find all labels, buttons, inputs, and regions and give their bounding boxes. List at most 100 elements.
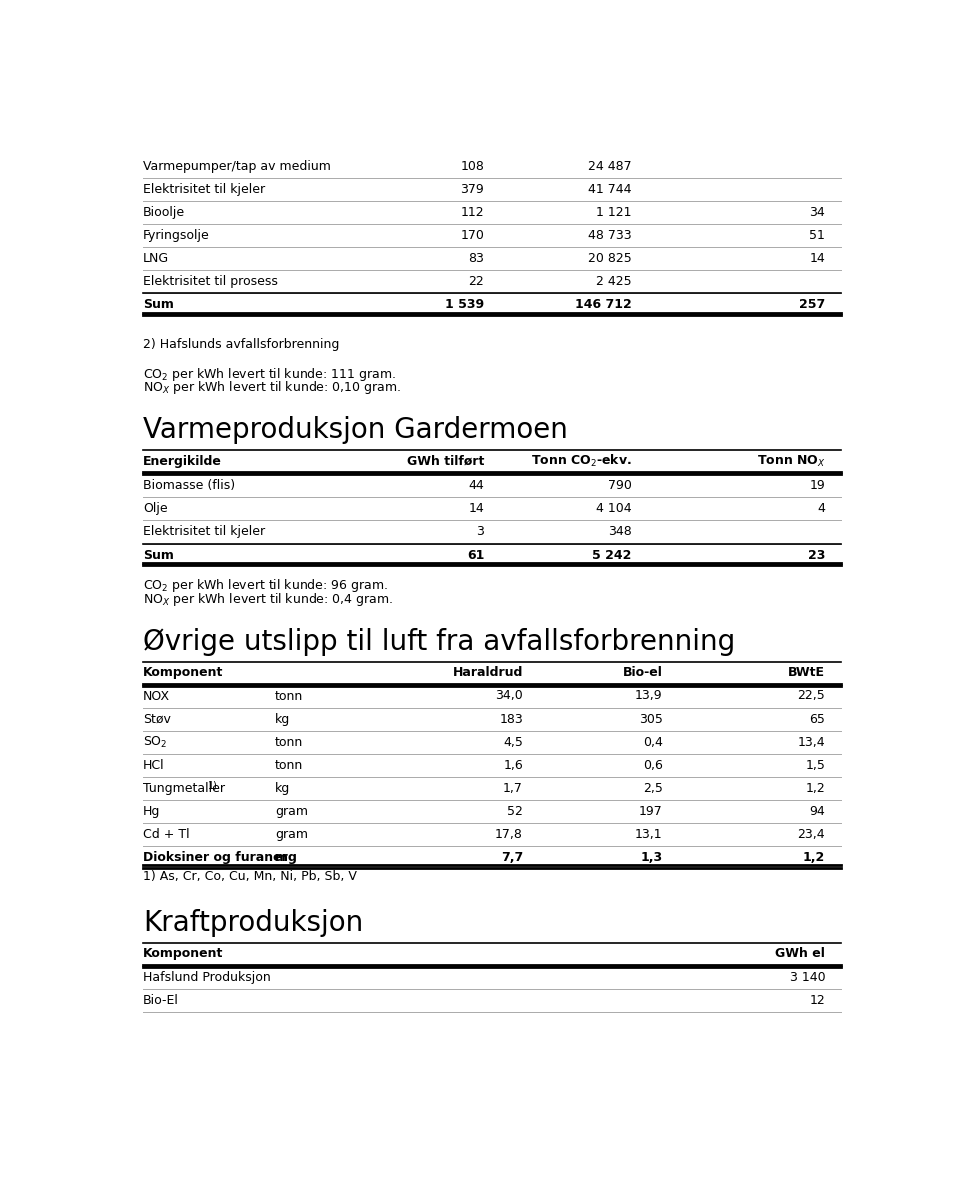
Text: tonn: tonn xyxy=(275,689,303,702)
Text: 1,3: 1,3 xyxy=(640,851,662,864)
Text: 146 712: 146 712 xyxy=(575,299,632,312)
Text: 2) Hafslunds avfallsforbrenning: 2) Hafslunds avfallsforbrenning xyxy=(143,339,340,352)
Text: Bio-El: Bio-El xyxy=(143,994,180,1007)
Text: 7,7: 7,7 xyxy=(501,851,523,864)
Text: Biomasse (flis): Biomasse (flis) xyxy=(143,479,235,492)
Text: 1 539: 1 539 xyxy=(445,299,484,312)
Text: 1 121: 1 121 xyxy=(596,206,632,219)
Text: kg: kg xyxy=(275,782,290,795)
Text: mg: mg xyxy=(275,851,297,864)
Text: 20 825: 20 825 xyxy=(588,253,632,266)
Text: Fyringsolje: Fyringsolje xyxy=(143,229,210,242)
Text: LNG: LNG xyxy=(143,253,169,266)
Text: 1): 1) xyxy=(207,780,218,791)
Text: 0,6: 0,6 xyxy=(642,759,662,772)
Text: Sum: Sum xyxy=(143,299,174,312)
Text: Cd + Tl: Cd + Tl xyxy=(143,828,190,841)
Text: 305: 305 xyxy=(638,713,662,726)
Text: 34: 34 xyxy=(809,206,826,219)
Text: Haraldrud: Haraldrud xyxy=(452,667,523,680)
Text: HCl: HCl xyxy=(143,759,165,772)
Text: 17,8: 17,8 xyxy=(495,828,523,841)
Text: tonn: tonn xyxy=(275,759,303,772)
Text: gram: gram xyxy=(275,805,308,818)
Text: SO$_2$: SO$_2$ xyxy=(143,735,168,749)
Text: 108: 108 xyxy=(461,159,484,172)
Text: 1,7: 1,7 xyxy=(503,782,523,795)
Text: Bio-el: Bio-el xyxy=(623,667,662,680)
Text: Elektrisitet til kjeler: Elektrisitet til kjeler xyxy=(143,525,265,538)
Text: GWh el: GWh el xyxy=(776,948,826,961)
Text: 34,0: 34,0 xyxy=(495,689,523,702)
Text: Varmeproduksjon Gardermoen: Varmeproduksjon Gardermoen xyxy=(143,417,568,445)
Text: Olje: Olje xyxy=(143,503,168,516)
Text: 1) As, Cr, Co, Cu, Mn, Ni, Pb, Sb, V: 1) As, Cr, Co, Cu, Mn, Ni, Pb, Sb, V xyxy=(143,871,357,884)
Text: 13,4: 13,4 xyxy=(798,735,826,748)
Text: tonn: tonn xyxy=(275,735,303,748)
Text: 12: 12 xyxy=(809,994,826,1007)
Text: Tonn CO$_2$-ekv.: Tonn CO$_2$-ekv. xyxy=(531,453,632,470)
Text: 183: 183 xyxy=(499,713,523,726)
Text: Komponent: Komponent xyxy=(143,948,224,961)
Text: 112: 112 xyxy=(461,206,484,219)
Text: NOX: NOX xyxy=(143,689,170,702)
Text: 52: 52 xyxy=(507,805,523,818)
Text: 51: 51 xyxy=(809,229,826,242)
Text: 0,4: 0,4 xyxy=(642,735,662,748)
Text: Hg: Hg xyxy=(143,805,160,818)
Text: 3 140: 3 140 xyxy=(790,970,826,984)
Text: 24 487: 24 487 xyxy=(588,159,632,172)
Text: 3: 3 xyxy=(476,525,484,538)
Text: 13,9: 13,9 xyxy=(635,689,662,702)
Text: 14: 14 xyxy=(468,503,484,516)
Text: 4,5: 4,5 xyxy=(503,735,523,748)
Text: Komponent: Komponent xyxy=(143,667,224,680)
Text: 13,1: 13,1 xyxy=(635,828,662,841)
Text: GWh tilført: GWh tilført xyxy=(407,454,484,467)
Text: 348: 348 xyxy=(608,525,632,538)
Text: Kraftproduksjon: Kraftproduksjon xyxy=(143,909,364,937)
Text: Elektrisitet til kjeler: Elektrisitet til kjeler xyxy=(143,183,265,196)
Text: 44: 44 xyxy=(468,479,484,492)
Text: 94: 94 xyxy=(809,805,826,818)
Text: 65: 65 xyxy=(809,713,826,726)
Text: Elektrisitet til prosess: Elektrisitet til prosess xyxy=(143,275,278,288)
Text: 14: 14 xyxy=(809,253,826,266)
Text: 48 733: 48 733 xyxy=(588,229,632,242)
Text: Tungmetaller: Tungmetaller xyxy=(143,782,229,795)
Text: Dioksiner og furaner: Dioksiner og furaner xyxy=(143,851,288,864)
Text: Hafslund Produksjon: Hafslund Produksjon xyxy=(143,970,271,984)
Text: 4 104: 4 104 xyxy=(596,503,632,516)
Text: 1,5: 1,5 xyxy=(805,759,826,772)
Text: kg: kg xyxy=(275,713,290,726)
Text: Energikilde: Energikilde xyxy=(143,454,222,467)
Text: CO$_2$ per kWh levert til kunde: 111 gram.: CO$_2$ per kWh levert til kunde: 111 gra… xyxy=(143,366,396,382)
Text: 23: 23 xyxy=(808,549,826,562)
Text: 170: 170 xyxy=(461,229,484,242)
Text: 1,2: 1,2 xyxy=(805,782,826,795)
Text: Øvrige utslipp til luft fra avfallsforbrenning: Øvrige utslipp til luft fra avfallsforbr… xyxy=(143,628,735,656)
Text: 2 425: 2 425 xyxy=(596,275,632,288)
Text: 41 744: 41 744 xyxy=(588,183,632,196)
Text: 1,6: 1,6 xyxy=(503,759,523,772)
Text: NO$_X$ per kWh levert til kunde: 0,4 gram.: NO$_X$ per kWh levert til kunde: 0,4 gra… xyxy=(143,591,394,608)
Text: 4: 4 xyxy=(817,503,826,516)
Text: Sum: Sum xyxy=(143,549,174,562)
Text: 61: 61 xyxy=(467,549,484,562)
Text: 22,5: 22,5 xyxy=(798,689,826,702)
Text: Støv: Støv xyxy=(143,713,171,726)
Text: Varmepumper/tap av medium: Varmepumper/tap av medium xyxy=(143,159,331,172)
Text: 197: 197 xyxy=(638,805,662,818)
Text: Tonn NO$_X$: Tonn NO$_X$ xyxy=(756,453,826,468)
Text: 1,2: 1,2 xyxy=(803,851,826,864)
Text: CO$_2$ per kWh levert til kunde: 96 gram.: CO$_2$ per kWh levert til kunde: 96 gram… xyxy=(143,577,389,595)
Text: 379: 379 xyxy=(461,183,484,196)
Text: 22: 22 xyxy=(468,275,484,288)
Text: BWtE: BWtE xyxy=(788,667,826,680)
Text: NO$_X$ per kWh levert til kunde: 0,10 gram.: NO$_X$ per kWh levert til kunde: 0,10 gr… xyxy=(143,380,401,396)
Text: gram: gram xyxy=(275,828,308,841)
Text: 83: 83 xyxy=(468,253,484,266)
Text: 5 242: 5 242 xyxy=(592,549,632,562)
Text: Bioolje: Bioolje xyxy=(143,206,185,219)
Text: 23,4: 23,4 xyxy=(798,828,826,841)
